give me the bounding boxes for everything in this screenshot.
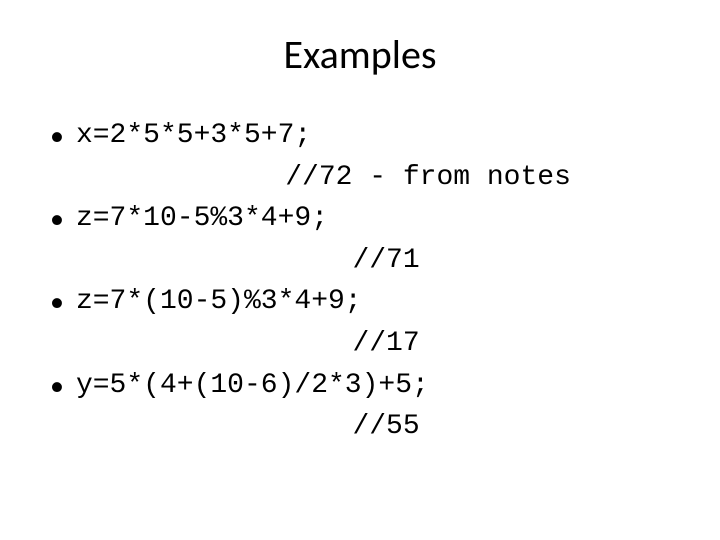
- bullet-marker: •: [50, 119, 64, 153]
- bullet-item: • x=2*5*5+3*5+7;: [50, 119, 680, 153]
- code-comment: //55: [50, 410, 680, 444]
- code-comment: //71: [50, 244, 680, 278]
- code-expression: z=7*(10-5)%3*4+9;: [76, 285, 362, 319]
- content-area: • x=2*5*5+3*5+7; //72 - from notes • z=7…: [40, 119, 680, 444]
- slide-title: Examples: [40, 30, 680, 79]
- code-expression: y=5*(4+(10-6)/2*3)+5;: [76, 369, 429, 403]
- bullet-item: • z=7*(10-5)%3*4+9;: [50, 285, 680, 319]
- bullet-marker: •: [50, 285, 64, 319]
- bullet-item: • y=5*(4+(10-6)/2*3)+5;: [50, 369, 680, 403]
- bullet-marker: •: [50, 202, 64, 236]
- code-expression: x=2*5*5+3*5+7;: [76, 119, 311, 153]
- bullet-marker: •: [50, 369, 64, 403]
- code-comment: //17: [50, 327, 680, 361]
- code-comment: //72 - from notes: [50, 161, 680, 195]
- code-expression: z=7*10-5%3*4+9;: [76, 202, 328, 236]
- bullet-item: • z=7*10-5%3*4+9;: [50, 202, 680, 236]
